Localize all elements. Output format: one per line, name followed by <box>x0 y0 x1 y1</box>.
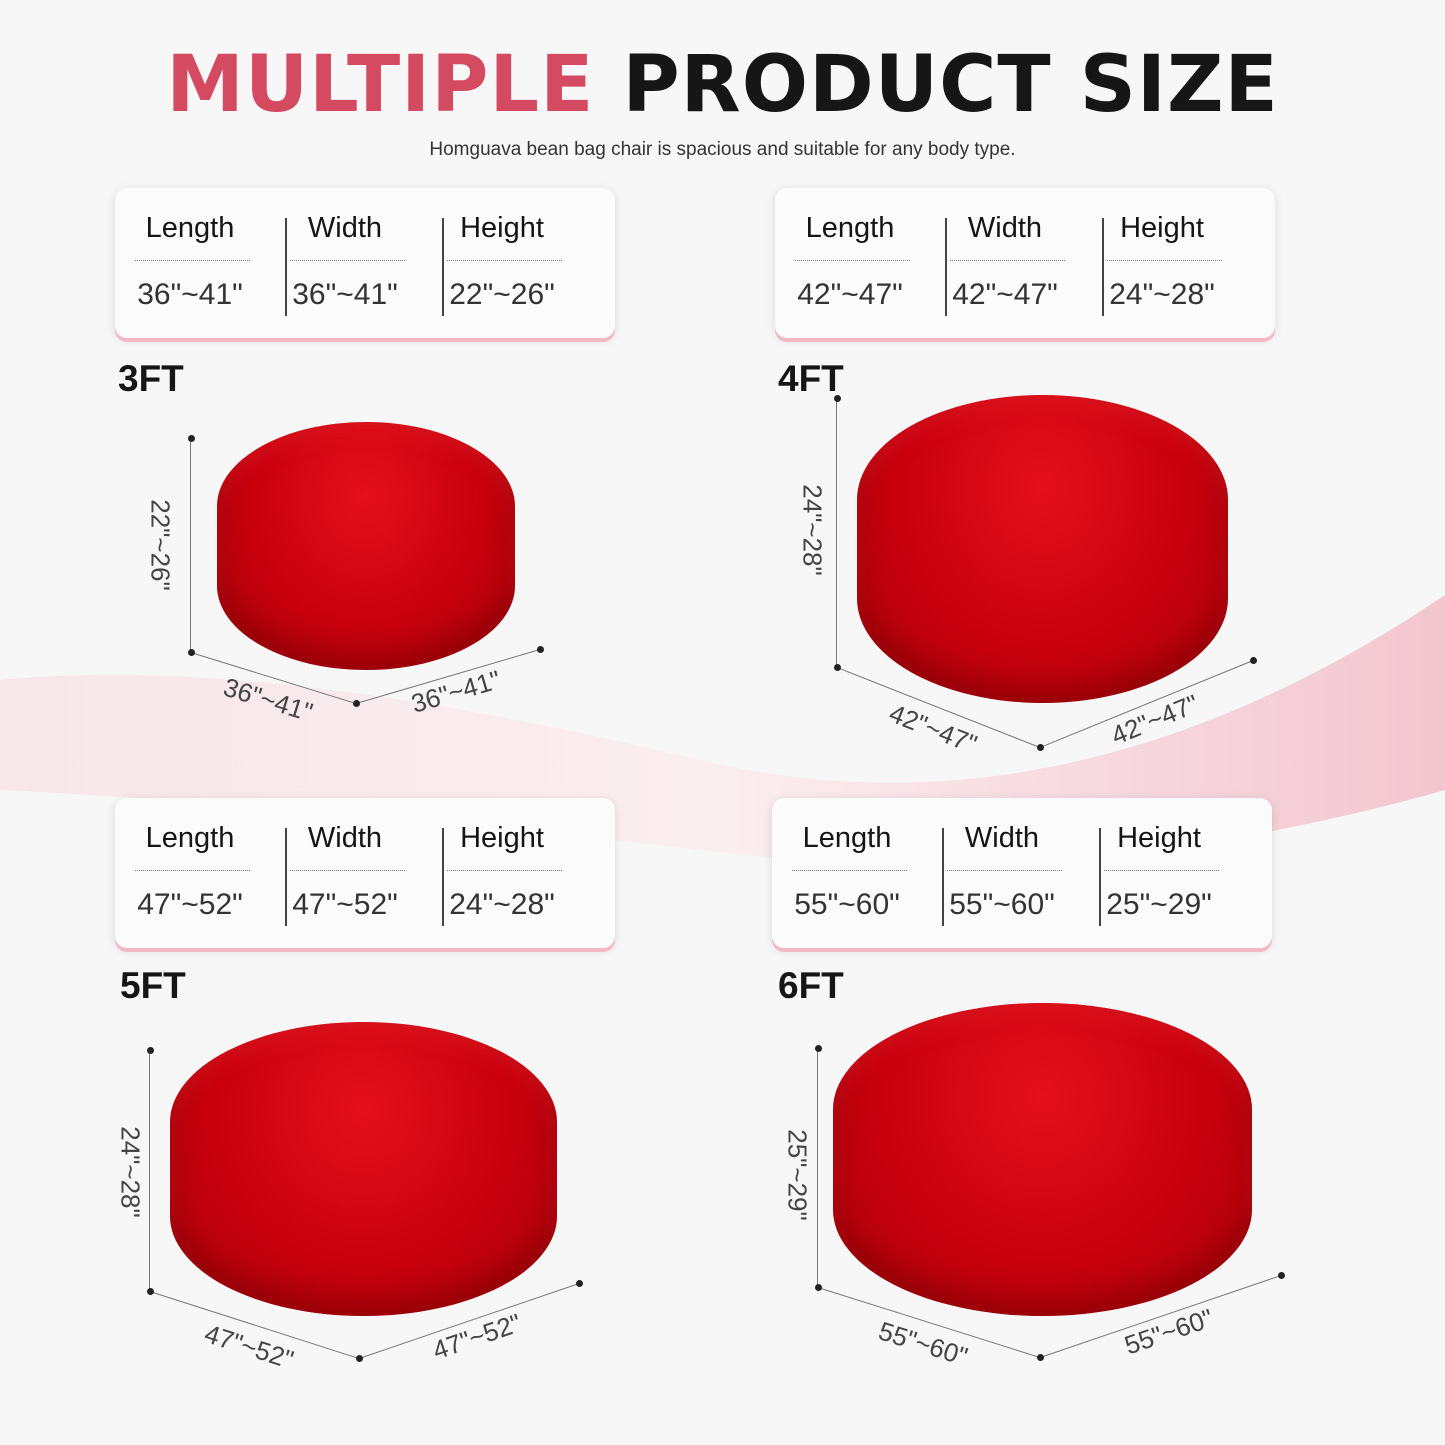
dotted-divider <box>135 870 250 871</box>
dotted-divider <box>1107 260 1222 261</box>
column-header: Height <box>460 212 544 244</box>
dotted-divider <box>1104 870 1219 871</box>
dimension-endpoint <box>187 648 195 656</box>
column-header: Width <box>307 212 383 244</box>
size-label: 3FT <box>118 358 184 399</box>
size-label: 6FT <box>778 965 844 1006</box>
dimension-endpoint <box>814 1283 822 1291</box>
column-header: Height <box>1117 822 1201 854</box>
column-header: Height <box>1120 212 1204 244</box>
dimension-column-height: Height 22"~26" <box>427 188 577 338</box>
dimension-value: 24"~28" <box>449 888 555 921</box>
dimension-endpoint <box>1036 1353 1044 1361</box>
dimension-column-height: Height 24"~28" <box>427 798 577 948</box>
column-separator <box>442 218 444 316</box>
dimension-endpoint <box>146 1046 154 1054</box>
dimension-endpoint <box>833 394 841 402</box>
page-title: MULTIPLE PRODUCT SIZE <box>0 40 1445 130</box>
dimension-value: 47"~52" <box>292 888 398 921</box>
bean-bag-image <box>217 422 515 670</box>
dimension-value: 42"~47" <box>952 278 1058 311</box>
dimension-endpoint <box>146 1287 154 1295</box>
dimension-column-height: Height 24"~28" <box>1087 188 1237 338</box>
column-header: Height <box>460 822 544 854</box>
dimension-column-length: Length 55"~60" <box>772 798 922 948</box>
dimension-column-length: Length 42"~47" <box>775 188 925 338</box>
column-separator <box>285 218 287 316</box>
column-header: Length <box>145 212 235 244</box>
dimension-line <box>149 1050 150 1291</box>
dimension-card: Length 55"~60" Width 55"~60" Height 25"~29" <box>772 798 1272 948</box>
dimension-column-width: Width 47"~52" <box>270 798 420 948</box>
column-separator <box>942 828 944 926</box>
dimension-value: 55"~60" <box>794 888 900 921</box>
dimension-endpoint <box>1249 656 1257 664</box>
dimension-endpoint <box>1277 1271 1285 1279</box>
dotted-divider <box>947 870 1062 871</box>
title-rest: PRODUCT SIZE <box>622 40 1279 130</box>
bean-bag-image <box>170 1022 557 1316</box>
dimension-endpoint <box>575 1279 583 1287</box>
bean-bag-image <box>857 395 1228 703</box>
dotted-divider <box>447 870 562 871</box>
dimension-value: 55"~60" <box>949 888 1055 921</box>
column-separator <box>285 828 287 926</box>
dimension-card: Length 47"~52" Width 47"~52" Height 24"~28" <box>115 798 615 948</box>
dimension-endpoint <box>833 663 841 671</box>
dimension-endpoint <box>355 1354 363 1362</box>
dimension-endpoint <box>1036 743 1044 751</box>
height-annotation: 24"~28" <box>797 484 828 576</box>
dimension-endpoint <box>187 434 195 442</box>
dotted-divider <box>795 260 910 261</box>
column-separator <box>945 218 947 316</box>
height-annotation: 24"~28" <box>115 1126 146 1218</box>
column-header: Length <box>145 822 235 854</box>
dotted-divider <box>950 260 1065 261</box>
dimension-line <box>817 1048 818 1287</box>
dimension-endpoint <box>352 699 360 707</box>
dimension-value: 42"~47" <box>797 278 903 311</box>
dimension-column-length: Length 47"~52" <box>115 798 265 948</box>
column-header: Length <box>802 822 892 854</box>
dimension-endpoint <box>536 645 544 653</box>
column-header: Length <box>805 212 895 244</box>
column-separator <box>442 828 444 926</box>
dimension-column-width: Width 42"~47" <box>930 188 1080 338</box>
column-header: Width <box>967 212 1043 244</box>
size-label: 5FT <box>120 965 186 1006</box>
dimension-card: Length 36"~41" Width 36"~41" Height 22"~26" <box>115 188 615 338</box>
bean-bag-image <box>833 1003 1252 1316</box>
dimension-column-length: Length 36"~41" <box>115 188 265 338</box>
dimension-column-height: Height 25"~29" <box>1084 798 1234 948</box>
dimension-value: 36"~41" <box>137 278 243 311</box>
dimension-value: 36"~41" <box>292 278 398 311</box>
dimension-line <box>190 438 191 652</box>
dimension-endpoint <box>814 1044 822 1052</box>
dimension-value: 47"~52" <box>137 888 243 921</box>
dimension-value: 25"~29" <box>1106 888 1212 921</box>
dotted-divider <box>447 260 562 261</box>
height-annotation: 22"~26" <box>145 499 176 591</box>
column-separator <box>1099 828 1101 926</box>
dotted-divider <box>135 260 250 261</box>
dotted-divider <box>792 870 907 871</box>
dimension-card: Length 42"~47" Width 42"~47" Height 24"~28" <box>775 188 1275 338</box>
dimension-line <box>836 398 837 667</box>
title-accent: MULTIPLE <box>166 40 595 130</box>
column-header: Width <box>307 822 383 854</box>
dotted-divider <box>290 260 405 261</box>
subtitle: Homguava bean bag chair is spacious and … <box>429 139 1016 160</box>
dimension-value: 22"~26" <box>449 278 555 311</box>
column-header: Width <box>964 822 1040 854</box>
dimension-column-width: Width 55"~60" <box>927 798 1077 948</box>
dimension-column-width: Width 36"~41" <box>270 188 420 338</box>
dotted-divider <box>290 870 405 871</box>
height-annotation: 25"~29" <box>782 1129 813 1221</box>
dimension-value: 24"~28" <box>1109 278 1215 311</box>
size-label: 4FT <box>778 358 844 399</box>
column-separator <box>1102 218 1104 316</box>
